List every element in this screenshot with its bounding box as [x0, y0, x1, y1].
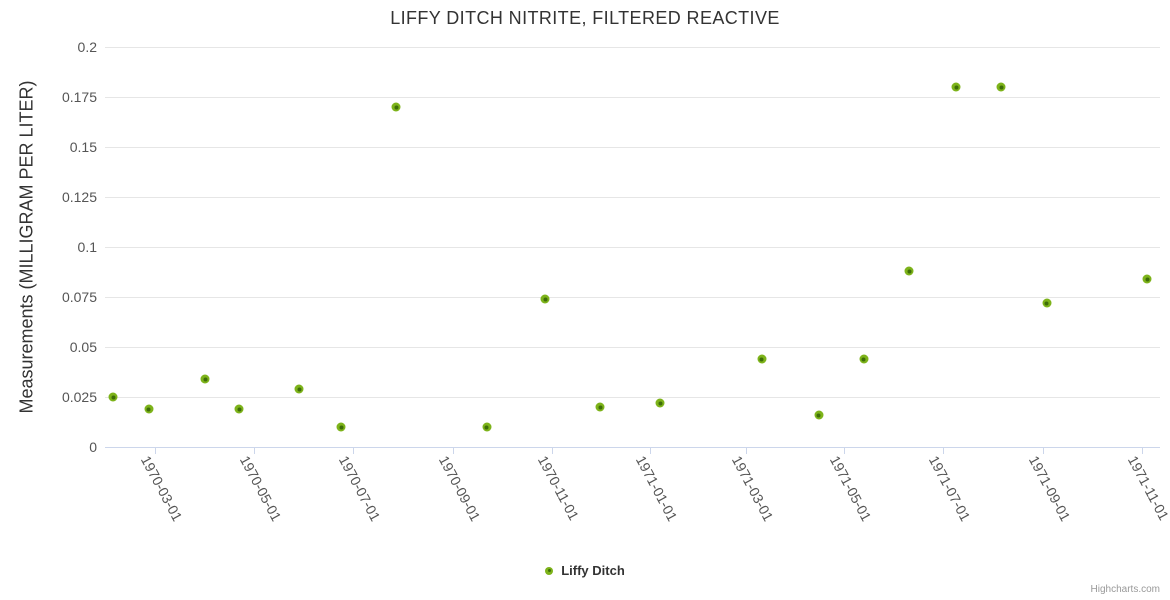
data-point[interactable]	[757, 354, 767, 364]
x-axis-label: 1970-05-01	[236, 453, 285, 524]
data-point[interactable]	[595, 402, 605, 412]
data-point-core	[1145, 277, 1150, 281]
data-point-core	[1044, 301, 1049, 305]
x-axis-label: 1971-07-01	[926, 453, 974, 524]
x-axis-tick	[253, 448, 255, 454]
x-axis-label: 1971-03-01	[728, 453, 777, 524]
y-gridline	[105, 397, 1160, 398]
y-axis-label: 0.2	[77, 39, 97, 55]
data-point[interactable]	[951, 82, 961, 92]
data-point[interactable]	[859, 354, 869, 364]
x-axis-label: 1971-11-01	[1125, 453, 1170, 523]
x-axis-label: 1970-07-01	[335, 453, 384, 524]
data-point-core	[339, 425, 344, 429]
y-gridline	[105, 97, 1160, 98]
x-axis-tick	[1142, 448, 1144, 454]
data-point[interactable]	[1042, 298, 1052, 308]
y-gridline	[105, 247, 1160, 248]
x-axis-label: 1970-11-01	[534, 453, 582, 523]
data-point-core	[861, 357, 866, 361]
chart-title: LIFFY DITCH NITRITE, FILTERED REACTIVE	[390, 8, 780, 28]
data-point-core	[237, 407, 242, 411]
data-point[interactable]	[904, 266, 914, 276]
data-point-core	[954, 85, 959, 89]
x-axis-tick	[155, 448, 157, 454]
data-point-core	[203, 377, 208, 381]
data-point-core	[111, 395, 116, 399]
x-axis-tick	[943, 448, 945, 454]
data-point-core	[543, 297, 548, 301]
y-gridline	[105, 347, 1160, 348]
data-point-core	[907, 269, 912, 273]
y-axis-label: 0.05	[69, 339, 97, 355]
x-axis-label: 1970-09-01	[435, 453, 484, 524]
x-axis-tick	[1043, 448, 1045, 454]
highcharts-credits-link[interactable]: Highcharts.com	[1090, 584, 1160, 595]
x-axis-label: 1971-01-01	[633, 453, 681, 524]
x-axis-tick	[745, 448, 747, 454]
x-axis-tick	[452, 448, 454, 454]
legend-marker-icon	[545, 566, 554, 575]
data-point-core	[759, 357, 764, 361]
y-axis-label: 0.025	[61, 389, 97, 405]
x-axis-tick	[352, 448, 354, 454]
y-axis-label: 0.125	[61, 189, 97, 205]
data-point[interactable]	[234, 404, 244, 414]
y-gridline	[105, 147, 1160, 148]
y-gridline	[105, 47, 1160, 48]
legend-label: Liffy Ditch	[561, 563, 625, 578]
data-point[interactable]	[294, 384, 304, 394]
x-axis-tick	[551, 448, 553, 454]
data-point[interactable]	[814, 410, 824, 420]
x-axis-tick	[844, 448, 846, 454]
data-point[interactable]	[540, 294, 550, 304]
data-point[interactable]	[655, 398, 665, 408]
data-point-core	[146, 407, 151, 411]
y-axis-label: 0	[89, 439, 97, 455]
data-point-core	[394, 105, 399, 109]
data-point[interactable]	[391, 102, 401, 112]
data-point-core	[598, 405, 603, 409]
y-gridline	[105, 297, 1160, 298]
data-point[interactable]	[996, 82, 1006, 92]
x-axis-tick	[650, 448, 652, 454]
data-point-core	[297, 387, 302, 391]
data-point-core	[999, 85, 1004, 89]
y-axis-label: 0.1	[77, 239, 97, 255]
y-axis-label: 0.15	[69, 139, 97, 155]
y-gridline	[105, 197, 1160, 198]
data-point-core	[658, 401, 662, 405]
x-axis-label: 1971-05-01	[827, 453, 876, 524]
data-point-core	[484, 425, 489, 429]
x-axis-label: 1970-03-01	[138, 453, 186, 524]
x-axis-line	[105, 447, 1160, 448]
data-point[interactable]	[108, 392, 118, 402]
data-point[interactable]	[200, 374, 210, 384]
data-point[interactable]	[144, 404, 154, 414]
x-axis-label: 1971-09-01	[1026, 453, 1075, 524]
data-point-core	[816, 413, 821, 417]
data-point[interactable]	[482, 422, 492, 432]
data-point[interactable]	[1142, 274, 1152, 284]
legend-item-liffy-ditch[interactable]: Liffy Ditch	[0, 563, 1170, 578]
y-axis-label: 0.075	[61, 289, 97, 305]
data-point[interactable]	[336, 422, 346, 432]
y-axis-label: 0.175	[61, 89, 97, 105]
